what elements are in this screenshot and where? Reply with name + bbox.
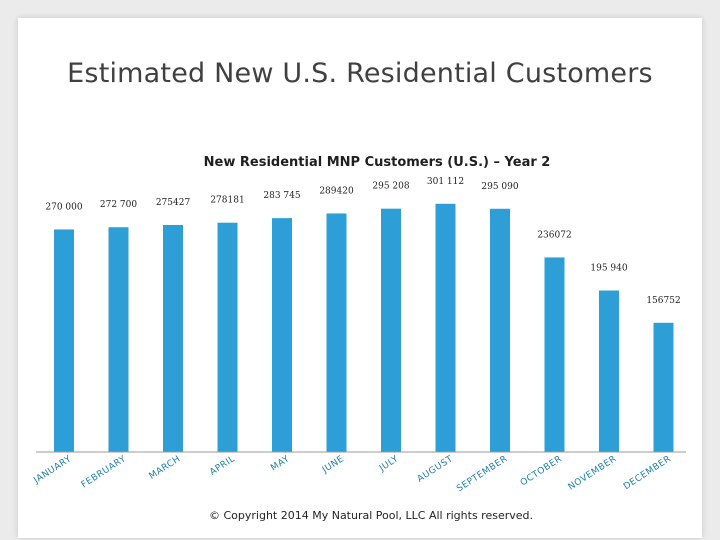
bar-september: [490, 208, 510, 452]
category-label: MAY: [269, 454, 291, 473]
bar-november: [599, 290, 619, 452]
bar-march: [163, 224, 183, 452]
value-label: 301 112: [427, 177, 464, 187]
bar-july: [381, 208, 401, 452]
value-label: 289420: [319, 186, 354, 196]
category-label: NOVEMBER: [567, 454, 619, 493]
category-label: APRIL: [208, 454, 237, 478]
value-label: 283 745: [263, 191, 300, 201]
value-label: 270 000: [45, 202, 82, 212]
value-label: 236072: [537, 230, 571, 240]
category-label: SEPTEMBER: [455, 454, 509, 494]
category-label: JULY: [377, 454, 401, 474]
category-label: JANUARY: [31, 454, 73, 486]
bar-january: [54, 229, 74, 452]
value-label: 275427: [156, 198, 191, 208]
slide-background: [18, 18, 702, 538]
category-label: MARCH: [148, 454, 183, 482]
category-label: AUGUST: [416, 454, 455, 484]
bar-april: [217, 222, 238, 452]
bar-december: [653, 322, 674, 452]
value-label: 195 940: [590, 263, 627, 273]
value-label: 278181: [210, 196, 244, 206]
category-label: JUNE: [320, 454, 346, 476]
category-label: OCTOBER: [519, 454, 564, 488]
bar-february: [108, 227, 129, 452]
copyright-notice: © Copyright 2014 My Natural Pool, LLC Al…: [208, 509, 534, 522]
value-label: 295 090: [481, 182, 518, 192]
value-label: 295 208: [372, 182, 409, 192]
value-label: 272 700: [100, 200, 137, 210]
chart-title: New Residential MNP Customers (U.S.) – Y…: [204, 155, 551, 170]
bar-june: [326, 213, 347, 452]
bar-may: [272, 218, 292, 452]
bar-october: [544, 257, 565, 452]
slide-title: Estimated New U.S. Residential Customers: [67, 58, 653, 89]
category-label: FEBRUARY: [80, 454, 128, 490]
value-label: 156752: [646, 296, 680, 306]
category-label: DECEMBER: [622, 454, 673, 492]
bar-august: [435, 203, 456, 452]
